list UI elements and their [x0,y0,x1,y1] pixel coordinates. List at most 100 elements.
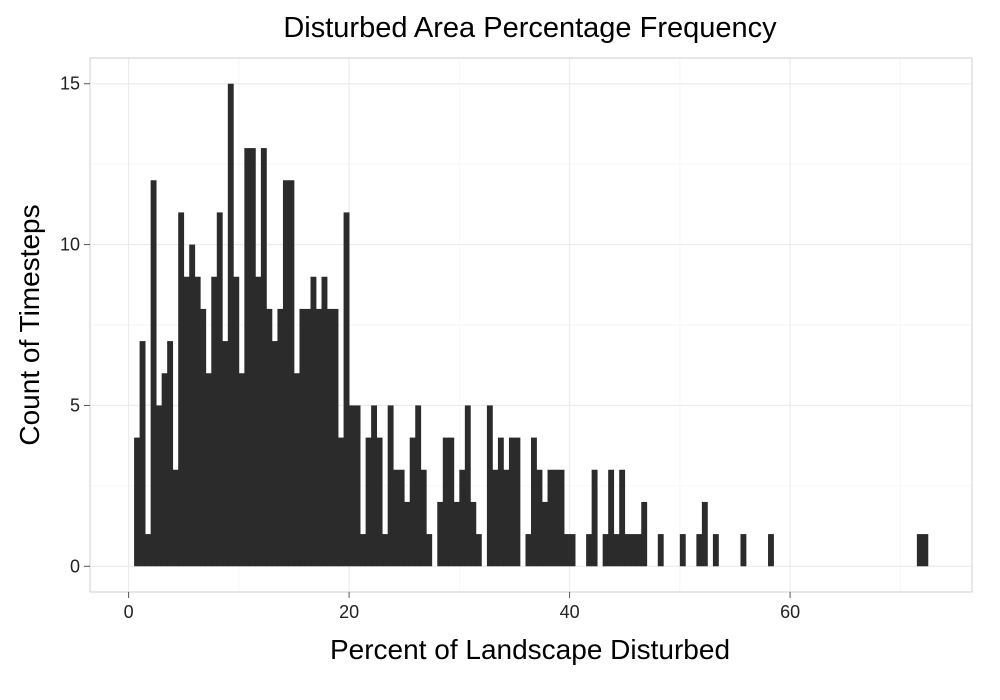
x-tick-label: 0 [124,602,134,622]
histogram-bar [437,501,444,567]
x-tick-label: 60 [780,602,800,622]
histogram-bar [768,534,774,567]
histogram-bar [619,469,626,567]
histogram-bar [205,373,212,567]
histogram-bar [271,341,278,567]
histogram-bar [227,83,234,567]
histogram-bar [343,212,350,567]
histogram-bar [156,405,163,567]
histogram-bar [459,469,466,567]
histogram-bar [249,148,256,567]
plot-border [89,57,973,593]
histogram-bar [624,534,631,567]
histogram-bar [696,534,703,567]
histogram-bar [183,276,190,567]
histogram-bar [475,534,482,567]
histogram-bar [178,212,185,567]
y-tick-label: 5 [70,395,80,415]
histogram-bars [134,83,929,567]
histogram-bar [360,534,367,567]
histogram-bar [316,308,322,567]
histogram-bar [338,437,344,567]
histogram-bar [139,341,146,567]
histogram-bar [531,437,537,567]
histogram-bar [586,534,593,567]
histogram-bar [211,276,218,567]
histogram-bar [922,534,929,567]
histogram-bar [304,308,311,567]
histogram-bar [349,405,355,567]
histogram-bar [564,534,570,567]
histogram-bar [216,212,223,567]
histogram-bar [503,469,510,567]
histogram-bar [150,180,157,567]
histogram-bar [393,469,400,567]
histogram-bar [387,405,394,567]
histogram-bar [409,437,416,567]
y-tick-label: 0 [70,556,80,576]
histogram-bar [299,308,306,567]
histogram-bar [916,534,923,567]
histogram-bar [332,308,339,567]
histogram-bar [608,469,615,567]
histogram-bar [712,534,719,567]
histogram-bar [630,534,637,567]
histogram-bar [420,469,427,567]
histogram-bar [398,469,405,567]
histogram-bar [569,534,576,567]
axis-ticks: 0 20 40 60 0 5 10 15 [60,74,800,622]
histogram-bar [542,501,548,567]
histogram-bar [200,308,207,567]
histogram-bar [547,469,554,567]
histogram-bar [277,308,284,567]
histogram-bar [492,469,499,567]
histogram-bar [365,437,372,567]
histogram-bar [514,437,521,567]
histogram-bar [260,148,267,567]
histogram-bar [371,405,378,567]
histogram-bar [448,437,455,567]
histogram-bar [679,534,686,567]
histogram-bar [657,534,664,567]
histogram-bar [641,501,648,567]
histogram-bar [189,244,196,567]
histogram-bar [266,308,273,567]
histogram-bar [470,501,477,567]
histogram-bar [134,437,140,567]
x-axis-label: Percent of Landscape Disturbed [329,634,731,665]
histogram-bar [310,276,317,567]
histogram-bar [404,501,411,567]
histogram-bar [327,308,333,567]
y-tick-label: 10 [60,235,80,255]
histogram-bar [161,373,168,567]
histogram-bar [376,437,383,567]
histogram-bar [497,437,504,567]
x-tick-label: 40 [560,602,580,622]
histogram-bar [508,437,515,567]
histogram-bar [635,534,642,567]
histogram-bar [244,148,251,567]
histogram-bar [442,437,449,567]
histogram-bar [354,405,361,567]
histogram-bar [536,469,543,567]
histogram-bar [558,469,565,567]
histogram-bar [740,534,747,567]
histogram-bar [233,276,240,567]
histogram-bar [172,469,179,567]
histogram-bar [525,534,532,567]
histogram-bar [553,469,559,567]
histogram-bar [238,373,245,567]
histogram-bar [382,534,389,567]
x-tick-label: 20 [339,602,359,622]
histogram-bar [167,341,174,567]
histogram-bar [426,534,433,567]
histogram-bar [321,276,328,567]
histogram-bar [415,405,422,567]
histogram-bar [591,469,598,567]
histogram-bar [602,534,609,567]
histogram-bar [613,534,620,567]
histogram-bar [701,501,708,567]
histogram-bar [222,341,229,567]
chart-title: Disturbed Area Percentage Frequency [283,12,777,44]
